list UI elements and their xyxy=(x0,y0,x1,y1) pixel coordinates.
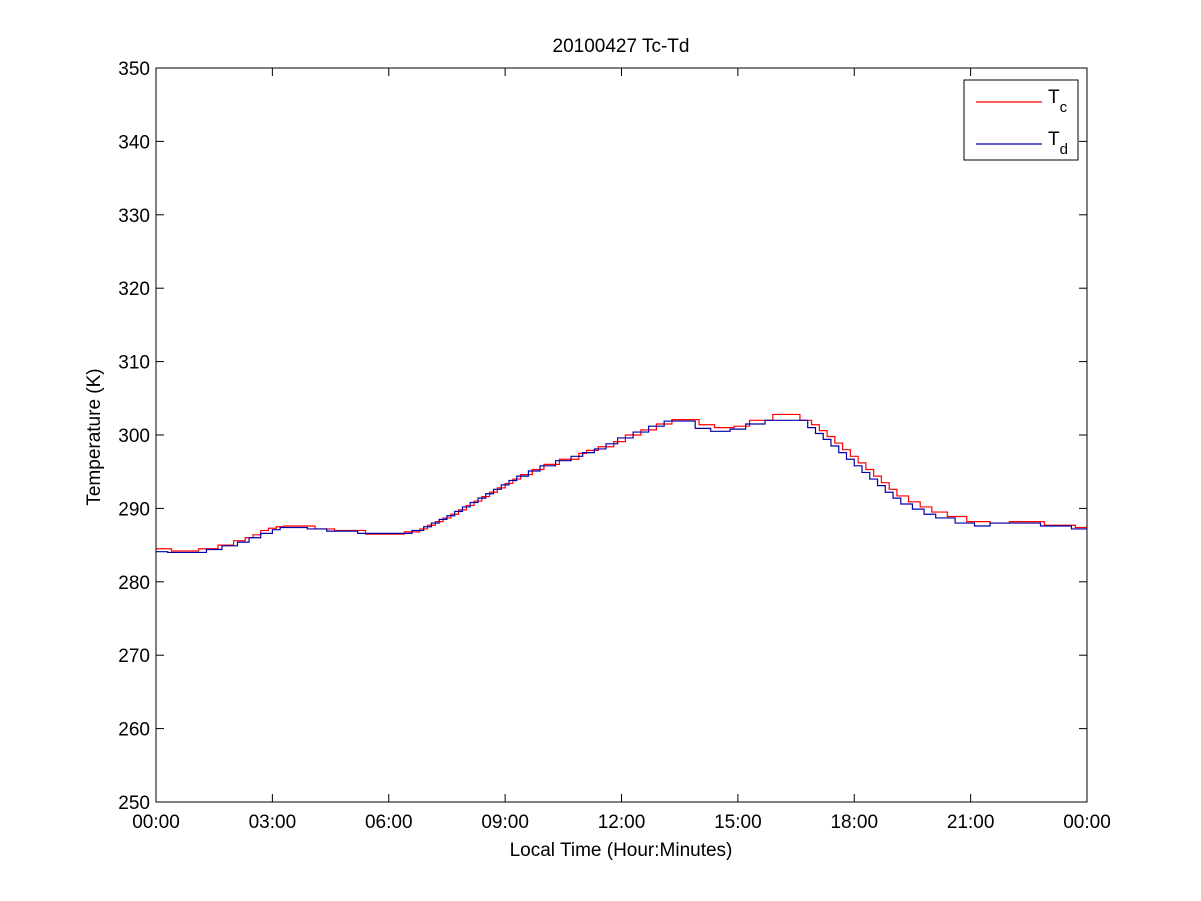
x-tick-label: 15:00 xyxy=(714,812,762,833)
legend-subscript: c xyxy=(1060,99,1068,116)
plot-background xyxy=(156,68,1087,802)
x-tick-label: 00:00 xyxy=(1063,812,1111,833)
y-axis-label: Temperature (K) xyxy=(84,368,105,505)
x-tick-label: 18:00 xyxy=(830,812,878,833)
y-tick-label: 320 xyxy=(118,279,150,300)
y-tick-label: 260 xyxy=(118,720,150,741)
x-tick-label: 21:00 xyxy=(947,812,995,833)
x-tick-label: 03:00 xyxy=(249,812,297,833)
y-tick-label: 310 xyxy=(118,353,150,374)
x-tick-label: 00:00 xyxy=(132,812,180,833)
y-tick-label: 290 xyxy=(118,499,150,520)
y-tick-label: 300 xyxy=(118,426,150,447)
x-axis-label: Local Time (Hour:Minutes) xyxy=(510,840,733,861)
series-layer xyxy=(156,413,1087,554)
legend-box xyxy=(963,79,1079,161)
y-tick-label: 250 xyxy=(118,793,150,814)
x-tick-label: 06:00 xyxy=(365,812,413,833)
series-line-td xyxy=(156,419,1087,554)
legend-subscript: d xyxy=(1060,141,1068,158)
ticks-layer: 00:00 03:00 06:00 09:00 12:00 15:00 18:00 21:00… xyxy=(118,59,1110,833)
y-tick-label: 350 xyxy=(118,59,150,80)
chart-title: 20100427 Tc-Td xyxy=(553,36,690,57)
plot-area xyxy=(155,67,1088,803)
y-tick-label: 270 xyxy=(118,646,150,667)
y-tick-label: 340 xyxy=(118,132,150,153)
x-tick-label: 09:00 xyxy=(481,812,529,833)
y-tick-label: 280 xyxy=(118,573,150,594)
x-tick-label: 12:00 xyxy=(598,812,646,833)
y-tick-label: 330 xyxy=(118,206,150,227)
